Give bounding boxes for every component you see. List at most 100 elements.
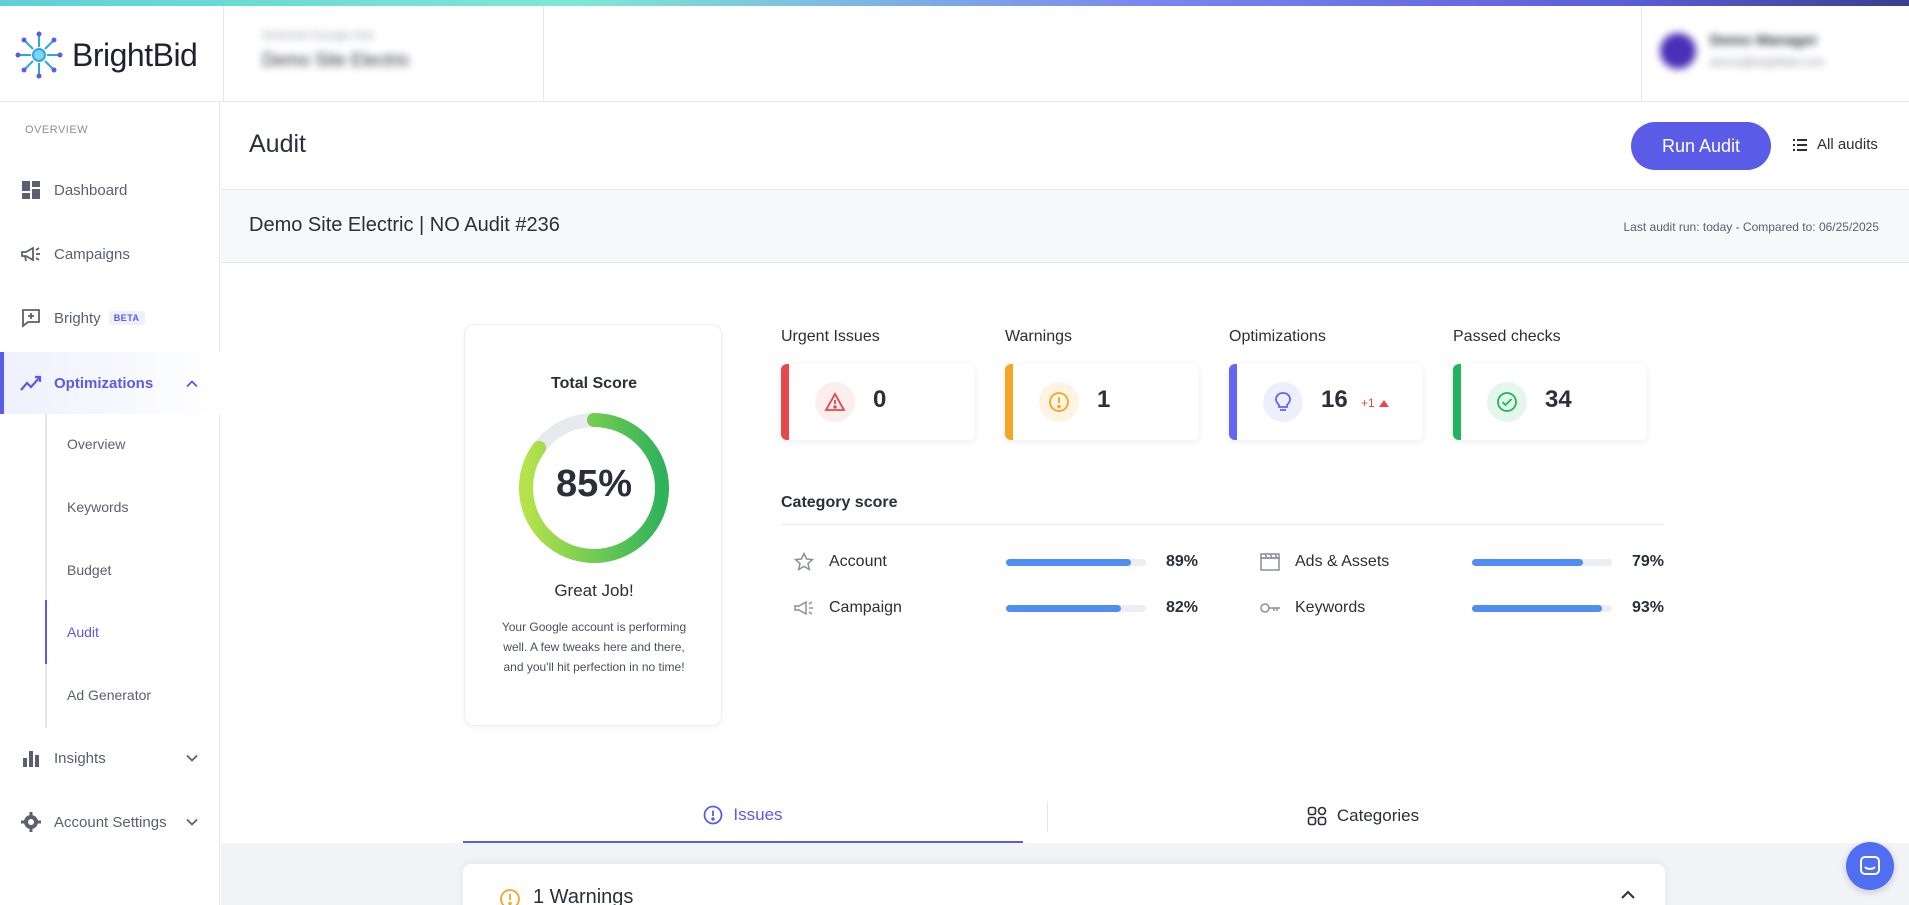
optimizations-card[interactable]: 16 +1: [1229, 364, 1423, 440]
grid-icon: [1307, 806, 1327, 826]
header-divider: [223, 6, 224, 102]
category-progress-track: [1472, 559, 1612, 566]
star-icon: [793, 552, 815, 572]
sidebar-item-account-settings[interactable]: Account Settings: [0, 802, 220, 842]
all-audits-label: All audits: [1817, 136, 1878, 153]
category-percentage: 82%: [1166, 599, 1199, 616]
chevron-down-icon[interactable]: [186, 814, 198, 831]
account-selector[interactable]: Selected Google Ads Demo Site Electric: [262, 28, 502, 84]
score-gauge: 85%: [517, 411, 671, 565]
warnings-panel[interactable]: 1 Warnings: [463, 864, 1665, 905]
account-selector-value: Demo Site Electric: [262, 50, 411, 70]
tab-separator: [1047, 802, 1048, 832]
sidebar-item-brighty[interactable]: Brighty BETA: [0, 298, 220, 338]
sidebar: OVERVIEW Dashboard Campaigns Brighty BET…: [0, 102, 220, 905]
user-menu[interactable]: Demo Manager demo@brightbid.com: [1660, 32, 1824, 69]
urgent-issues-label: Urgent Issues: [781, 328, 880, 345]
stat-color-bar: [781, 364, 789, 440]
header-divider: [1641, 6, 1642, 102]
stat-color-bar: [1453, 364, 1461, 440]
warnings-card[interactable]: 1: [1005, 364, 1199, 440]
category-progress-track: [1006, 605, 1146, 612]
brand-logo[interactable]: BrightBid: [14, 30, 198, 80]
trend-icon: [20, 372, 42, 394]
list-icon: [1793, 138, 1807, 151]
gear-icon: [20, 811, 42, 833]
category-progress-fill: [1472, 559, 1583, 566]
sidebar-item-dashboard[interactable]: Dashboard: [0, 170, 220, 210]
sidebar-subitem-overview[interactable]: Overview: [67, 436, 126, 452]
stat-color-bar: [1229, 364, 1237, 440]
sidebar-item-label: Insights: [54, 749, 106, 767]
sidebar-item-campaigns[interactable]: Campaigns: [0, 234, 220, 274]
user-name: Demo Manager: [1710, 32, 1818, 49]
tab-label: Categories: [1336, 806, 1420, 825]
chevron-up-icon[interactable]: [1621, 890, 1635, 899]
category-score-title: Category score: [781, 494, 898, 511]
support-chat-button[interactable]: [1846, 842, 1894, 890]
sidebar-subitem-budget[interactable]: Budget: [67, 562, 112, 578]
urgent-issues-card[interactable]: 0: [781, 364, 975, 440]
submenu-line: [45, 414, 47, 728]
clapper-icon: [1260, 553, 1280, 571]
user-email: demo@brightbid.com: [1710, 55, 1825, 69]
bar-chart-icon: [20, 747, 42, 769]
warnings-panel-title: 1 Warnings: [533, 886, 634, 905]
alert-circle-icon: [704, 805, 723, 824]
stat-color-bar: [1005, 364, 1013, 440]
category-progress-track: [1472, 605, 1612, 612]
warning-triangle-icon: [815, 382, 855, 422]
category-progress-fill: [1006, 559, 1131, 566]
category-row-account: Account 89%: [793, 550, 1213, 574]
category-name: Ads & Assets: [1295, 553, 1390, 570]
results-tabs: Issues Categories: [463, 788, 1665, 844]
dashboard-icon: [20, 179, 42, 201]
optimizations-label: Optimizations: [1229, 328, 1326, 345]
score-percentage: 85%: [555, 463, 633, 505]
page-title: Audit: [249, 130, 306, 158]
tab-categories[interactable]: Categories: [1083, 788, 1643, 844]
beta-badge: BETA: [108, 311, 145, 325]
warnings-label: Warnings: [1005, 328, 1072, 345]
category-name: Keywords: [1295, 599, 1366, 616]
passed-checks-card[interactable]: 34: [1453, 364, 1647, 440]
check-circle-icon: [1487, 382, 1527, 422]
sidebar-subitem-keywords[interactable]: Keywords: [67, 499, 129, 515]
sidebar-item-insights[interactable]: Insights: [0, 738, 220, 778]
score-title: Total Score: [551, 375, 637, 392]
gauge-arc: [519, 413, 669, 563]
caret-up-icon: [1378, 399, 1389, 407]
stat-value: 16: [1321, 386, 1348, 413]
stat-delta: +1: [1361, 396, 1389, 410]
logo-icon: [15, 31, 63, 79]
tab-issues[interactable]: Issues: [463, 788, 1023, 844]
audit-info-bar: Demo Site Electric | NO Audit #236 Last …: [221, 190, 1909, 263]
category-progress-track: [1006, 559, 1146, 566]
sidebar-subitem-audit[interactable]: Audit: [45, 600, 220, 664]
score-message: Great Job!: [554, 581, 634, 600]
score-description: Your Google account is performing well. …: [501, 620, 687, 674]
sidebar-item-label: Dashboard: [54, 181, 128, 199]
lightbulb-icon: [1263, 382, 1303, 422]
chat-icon: [1860, 856, 1880, 875]
category-name: Campaign: [829, 599, 902, 616]
stat-value: 34: [1545, 386, 1572, 413]
top-accent-bar: [0, 0, 1909, 6]
key-icon: [1260, 603, 1280, 613]
sidebar-subitem-ad-generator[interactable]: Ad Generator: [67, 687, 152, 703]
megaphone-icon: [20, 243, 42, 265]
category-percentage: 79%: [1632, 553, 1665, 570]
category-percentage: 89%: [1166, 553, 1199, 570]
category-percentage: 93%: [1632, 599, 1665, 616]
brand-name: BrightBid: [72, 36, 198, 73]
run-audit-button[interactable]: Run Audit: [1631, 122, 1771, 170]
category-divider: [781, 524, 1664, 525]
main-content: Audit Run Audit All audits Demo Site Ele…: [221, 102, 1909, 905]
tab-label: Issues: [733, 804, 783, 824]
category-progress-fill: [1472, 605, 1603, 612]
all-audits-link[interactable]: All audits: [1793, 136, 1878, 153]
sidebar-item-label: Account Settings: [54, 813, 167, 831]
chevron-down-icon[interactable]: [186, 750, 198, 767]
chevron-up-icon[interactable]: [186, 375, 198, 392]
sidebar-item-optimizations[interactable]: Optimizations: [0, 352, 220, 414]
